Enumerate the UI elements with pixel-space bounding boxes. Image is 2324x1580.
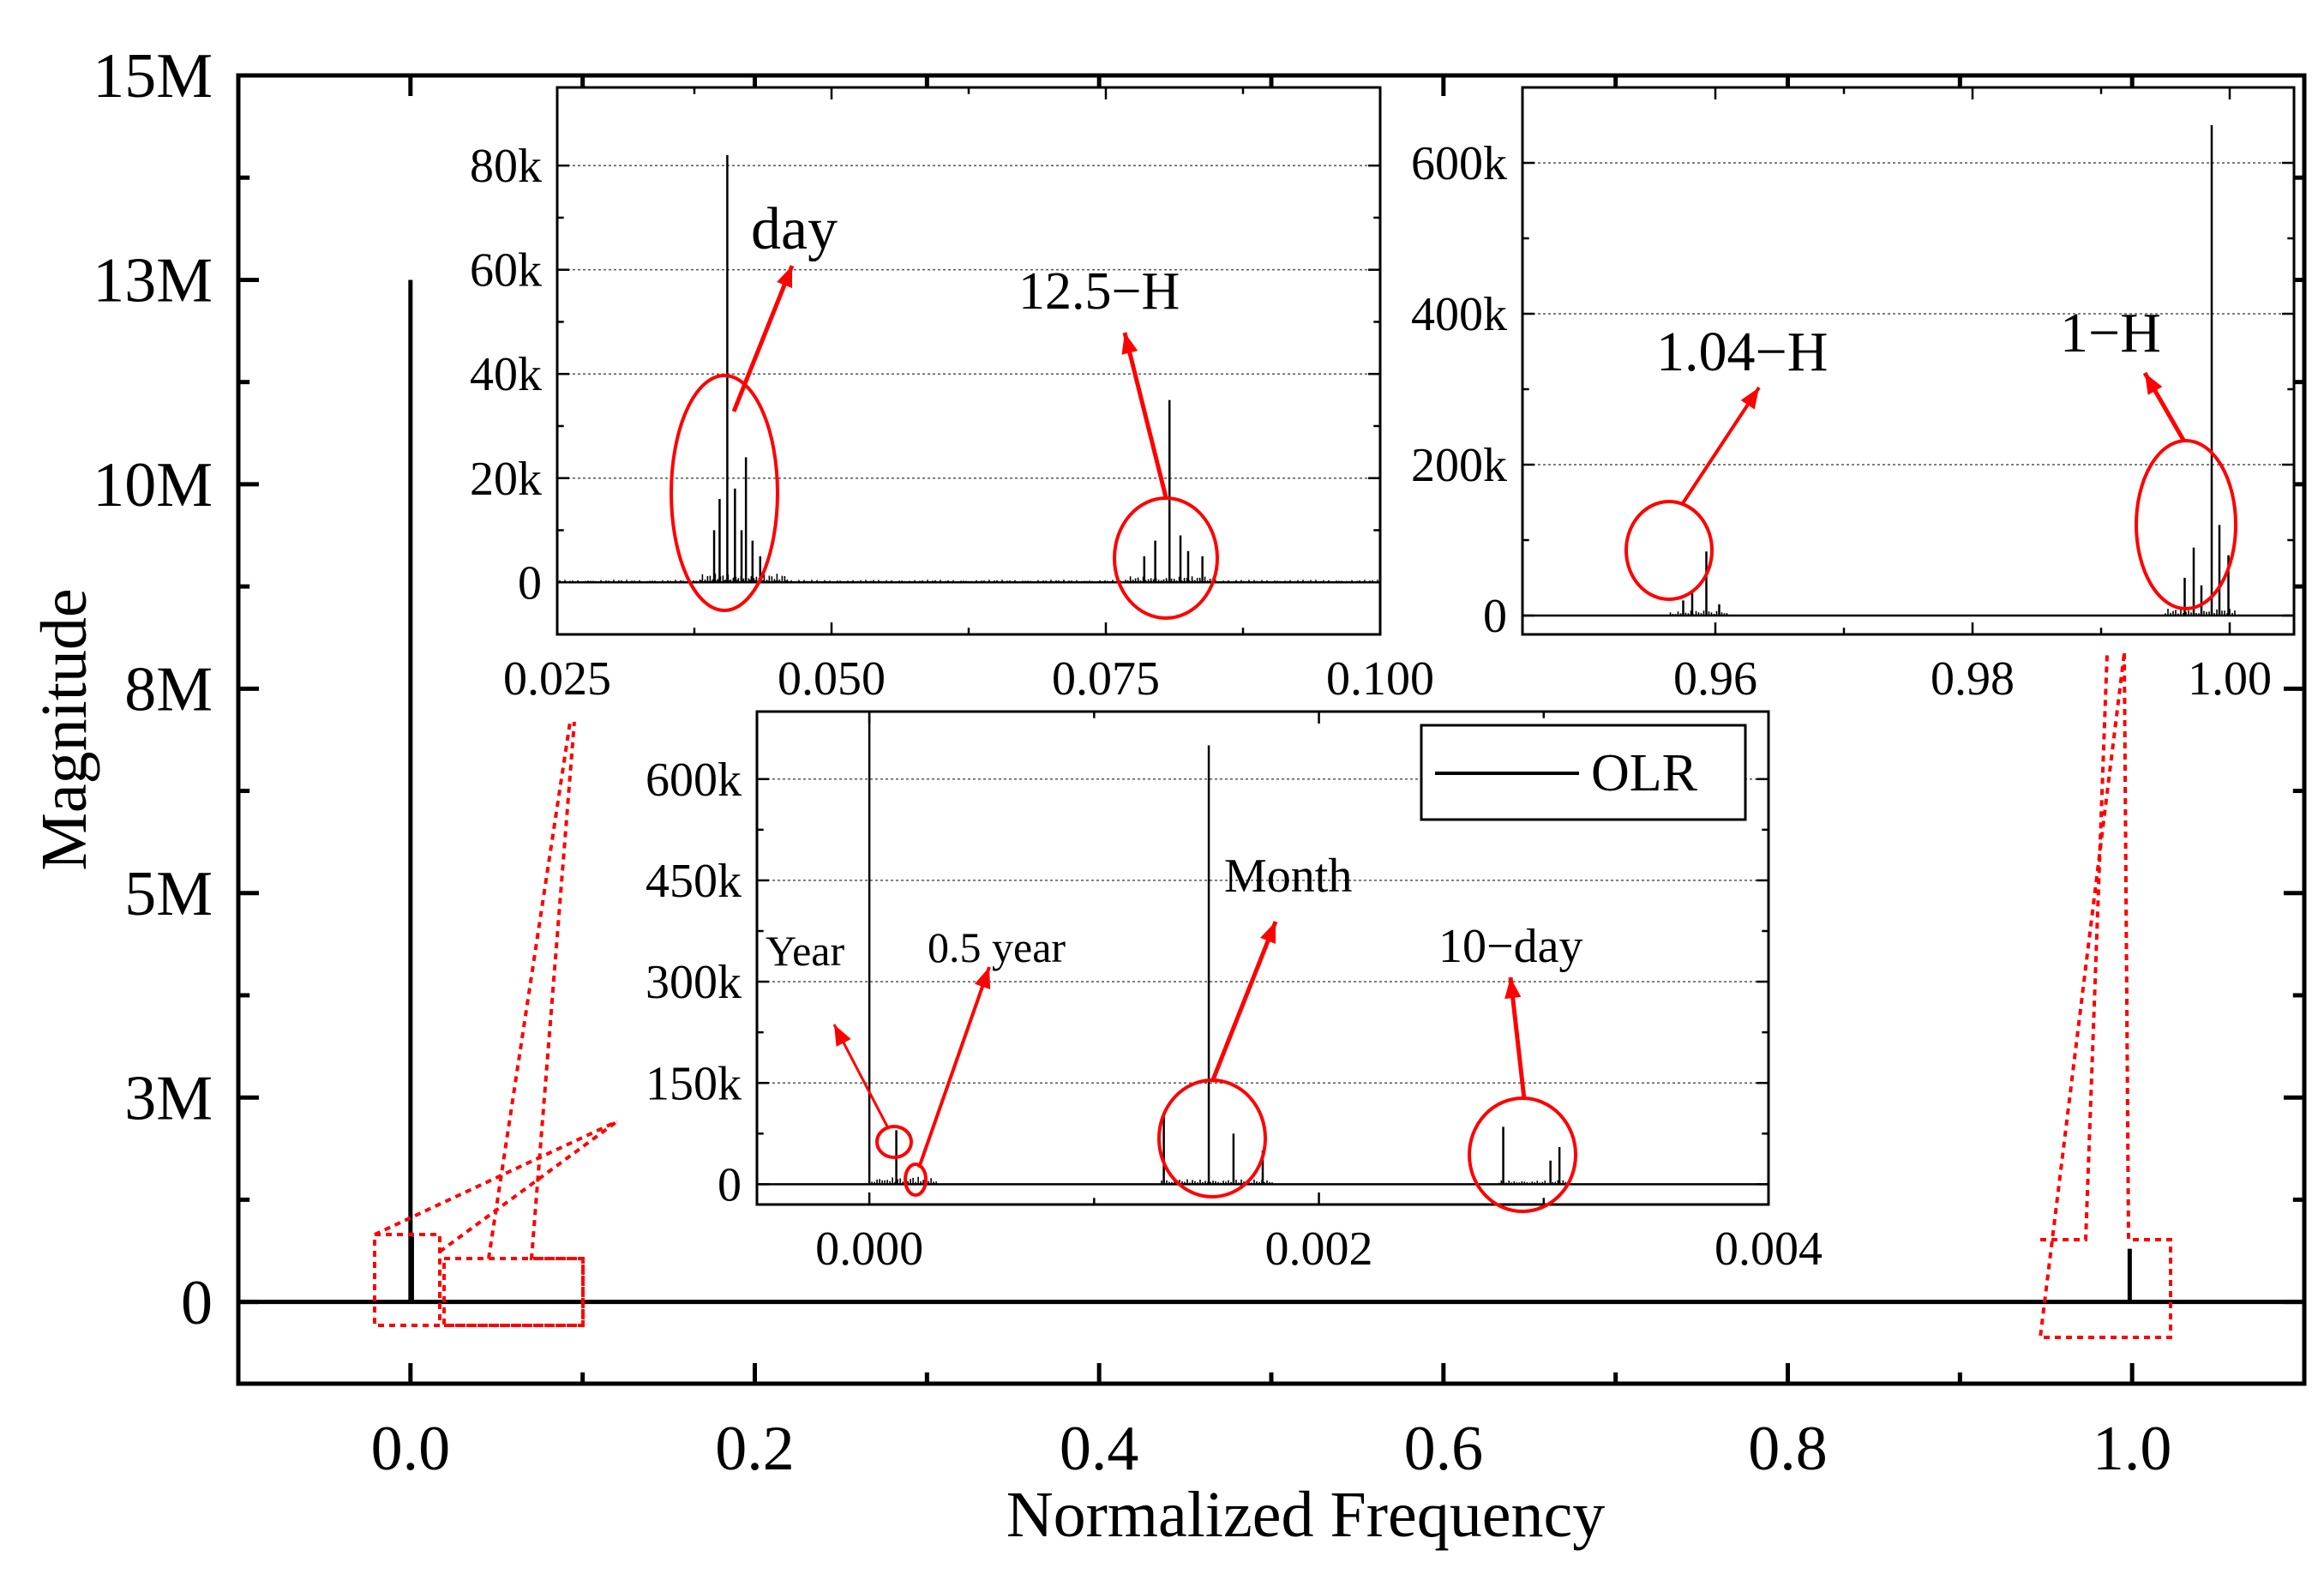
hour-1-label: 1−H	[2060, 302, 2161, 364]
main-y-axis-title: Magnitude	[28, 588, 100, 870]
year-circle	[875, 1125, 913, 1159]
inset-mid-frequency: 0.025 0.050 0.075 0.100 0 20k 40k 60k 80k day 12.5…	[470, 86, 1434, 706]
inset-high-xtick-label-0: 0.96	[1673, 652, 1757, 706]
inset-low-ytick-label-0: 0	[718, 1158, 742, 1211]
day-circle	[670, 374, 779, 612]
hour-1-circle	[2135, 439, 2237, 610]
inset-high-frame	[1521, 86, 2296, 636]
inset-mid-ytick-label-4: 80k	[470, 140, 542, 193]
inset-low-ytick-label-4: 600k	[646, 754, 742, 807]
main-ytick-label-0: 0	[181, 1268, 213, 1338]
main-xtick-label-3: 0.6	[1404, 1414, 1484, 1484]
zoom-box-mid-rect	[442, 1257, 585, 1327]
inset-mid-xtick-label-0: 0.025	[503, 652, 611, 706]
main-ytick-label-1: 3M	[124, 1063, 213, 1133]
day-arrow-head	[777, 266, 792, 288]
main-ytick-label-3: 8M	[124, 654, 213, 724]
main-x-axis-title: Normalized Frequency	[1006, 1479, 1606, 1551]
main-xtick-label-4: 0.8	[1748, 1414, 1828, 1484]
month-arrow-shaft	[1210, 921, 1278, 1083]
inset-low-frequency: 0.000 0.002 0.004 0 150k 300k 450k 600k OLR Year 0…	[646, 710, 1823, 1276]
inset-mid-plot-background	[557, 87, 1380, 634]
half-year-arrow-head	[974, 967, 991, 989]
main-ytick-label-2: 5M	[124, 859, 213, 929]
inset-mid-ytick-label-0: 0	[518, 556, 542, 610]
half-year-arrow-shaft	[917, 966, 991, 1168]
ten-day-label: 10−day	[1438, 920, 1582, 973]
inset-low-frame	[755, 710, 1770, 1206]
main-xtick-label-0: 0.0	[371, 1414, 451, 1484]
inset-high-ytick-label-2: 400k	[1411, 288, 1507, 341]
month-arrow-head	[1260, 922, 1276, 944]
half-year-label: 0.5 year	[928, 923, 1066, 971]
main-ytick-label-4: 10M	[93, 450, 213, 520]
inset-low-xtick-label-0: 0.000	[815, 1223, 923, 1276]
inset-mid-xtick-label-3: 0.100	[1326, 652, 1434, 706]
day-arrow-shaft	[731, 265, 795, 412]
inset-low-xtick-label-1: 0.002	[1265, 1223, 1373, 1276]
inset-high-xtick-label-2: 1.00	[2188, 652, 2272, 706]
main-xtick-label-5: 1.0	[2093, 1414, 2172, 1484]
inset-low-ytick-label-2: 300k	[646, 956, 742, 1009]
inset-low-ytick-label-3: 450k	[646, 855, 742, 908]
main-ytick-label-5: 13M	[93, 246, 213, 316]
hour-1-arrow-head	[2145, 373, 2163, 395]
month-label: Month	[1224, 850, 1352, 903]
main-ytick-label-6: 15M	[93, 41, 213, 111]
year-arrow-head	[834, 1024, 851, 1047]
inset-high-xtick-label-1: 0.98	[1931, 652, 2015, 706]
half-day-arrow-head	[1121, 333, 1138, 355]
main-xtick-label-2: 0.4	[1060, 1414, 1139, 1484]
hour-104-label: 1.04−H	[1656, 321, 1828, 383]
zoom-line-low-a	[374, 1120, 618, 1236]
year-label: Year	[766, 927, 844, 975]
inset-high-ytick-label-3: 600k	[1411, 137, 1507, 190]
half-day-arrow-shaft	[1122, 332, 1168, 498]
inset-mid-xtick-label-2: 0.075	[1052, 652, 1160, 706]
inset-mid-ytick-label-2: 40k	[470, 348, 542, 401]
inset-mid-xtick-label-1: 0.050	[778, 652, 886, 706]
half-year-circle	[904, 1162, 928, 1197]
zoom-box-high	[2038, 652, 2172, 1339]
inset-high-plot-background	[1522, 87, 2294, 634]
hour-104-arrow-head	[1740, 387, 1759, 410]
zoom-line-low-b	[438, 1120, 619, 1253]
inset-low-ytick-label-1: 150k	[646, 1057, 742, 1110]
inset-high-frequency: 0.96 0.98 1.00 0 200k 400k 600k 1.04−H 1−H	[1411, 86, 2296, 706]
inset-high-ytick-label-1: 200k	[1411, 439, 1507, 492]
zoom-callouts	[373, 652, 2172, 1339]
inset-mid-ytick-label-3: 60k	[470, 244, 542, 297]
inset-mid-ytick-label-1: 20k	[470, 453, 542, 506]
main-xtick-label-1: 0.2	[715, 1414, 795, 1484]
ten-day-arrow-head	[1504, 977, 1522, 1000]
half-day-label: 12.5−H	[1018, 262, 1180, 321]
inset-high-ytick-label-0: 0	[1483, 590, 1507, 643]
day-label: day	[751, 196, 838, 262]
half-day-circle	[1113, 496, 1219, 620]
inset-low-xtick-label-2: 0.004	[1714, 1223, 1823, 1276]
hour-104-circle	[1624, 500, 1714, 601]
legend-label: OLR	[1591, 744, 1698, 802]
hour-104-arrow-shaft	[1681, 386, 1761, 505]
